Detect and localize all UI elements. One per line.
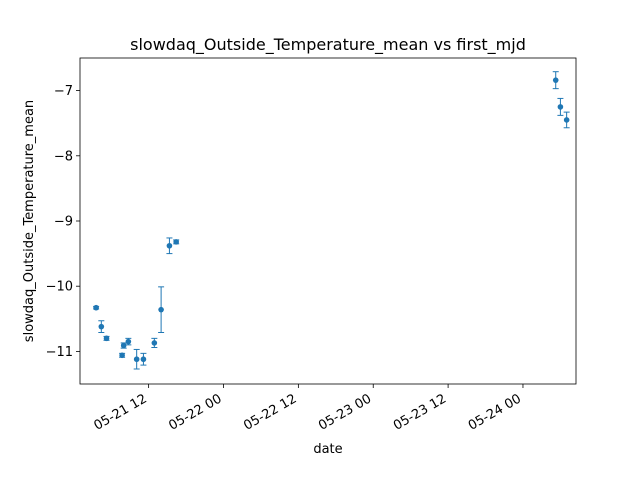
data-point [166, 242, 173, 249]
x-axis-label: date [313, 442, 342, 457]
y-tick-label: −10 [46, 280, 73, 295]
plot-frame [79, 57, 577, 385]
data-point [140, 356, 147, 363]
data-point [563, 117, 570, 123]
data-point [119, 352, 125, 359]
data-point [557, 104, 564, 110]
y-axis: −11 −10 −9 −8 −7 [46, 84, 80, 360]
y-tick-label: −11 [46, 345, 73, 360]
data-point [552, 77, 559, 83]
data-point [98, 323, 105, 330]
y-axis-label: slowdaq_Outside_Temperature_mean [22, 100, 37, 342]
data-point [103, 335, 110, 342]
chart-title: slowdaq_Outside_Temperature_mean vs firs… [130, 35, 526, 55]
data-point [133, 356, 140, 363]
plot-area [80, 58, 576, 384]
data-point [158, 306, 164, 313]
y-tick-label: −8 [54, 149, 73, 164]
data-point [125, 338, 132, 345]
y-tick-label: −9 [54, 215, 73, 230]
data-series [93, 71, 570, 370]
y-tick-label: −7 [54, 84, 73, 99]
data-point [173, 239, 179, 245]
data-point [120, 342, 127, 349]
data-point [151, 340, 158, 346]
data-point [93, 304, 99, 311]
